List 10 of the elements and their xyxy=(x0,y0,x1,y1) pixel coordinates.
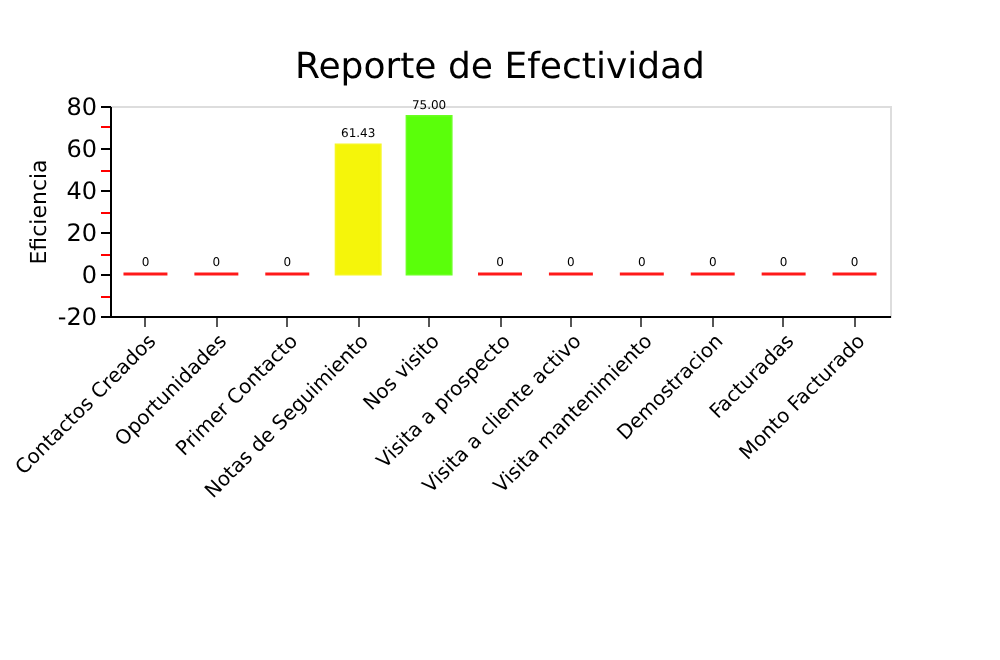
chart-title: Reporte de Efectividad xyxy=(295,46,705,88)
y-tick-label: 80 xyxy=(66,93,97,121)
y-tick-label: 60 xyxy=(66,135,97,163)
bar xyxy=(405,115,453,276)
bar xyxy=(334,143,382,276)
y-tick-label: 20 xyxy=(66,219,97,247)
y-tick-label: 40 xyxy=(66,177,97,205)
y-axis-title: Eficiencia xyxy=(25,159,52,265)
y-tick-label: 0 xyxy=(81,261,97,289)
y-tick-label: -20 xyxy=(57,303,97,331)
